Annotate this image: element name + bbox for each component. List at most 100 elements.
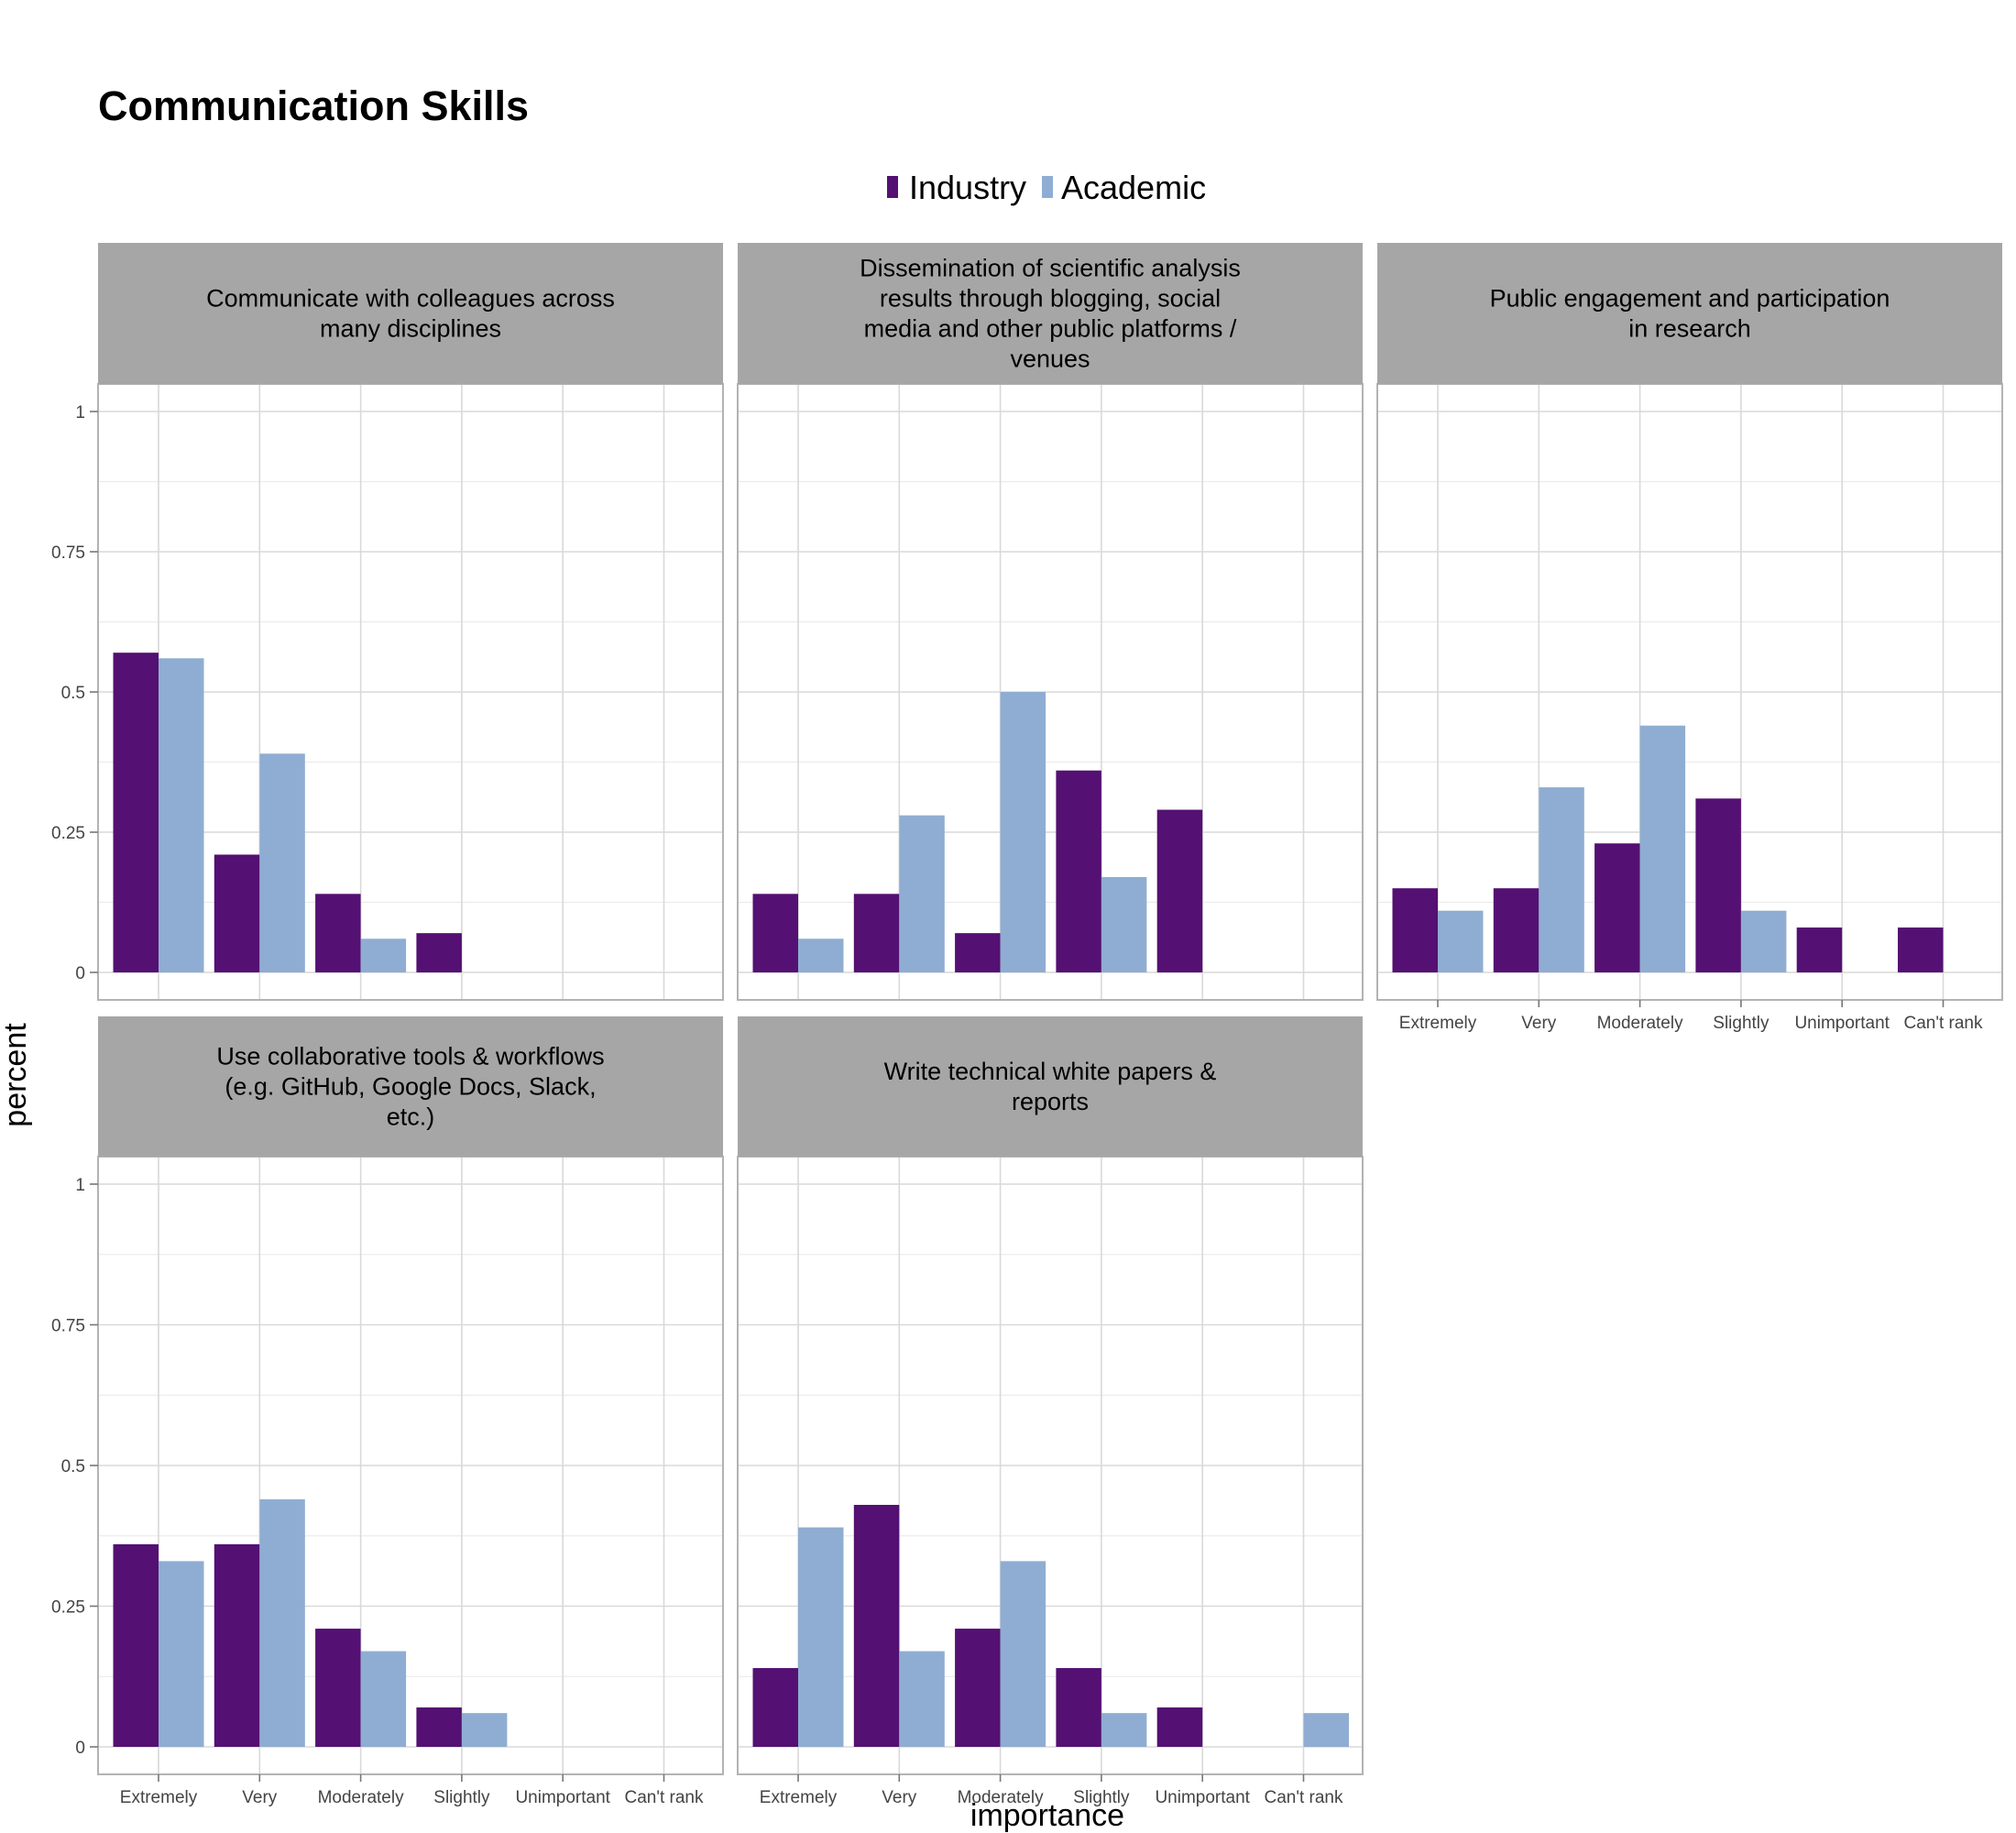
x-tick-label-unimportant: Unimportant	[1794, 1014, 1890, 1033]
strip-label-line: Communicate with colleagues across	[206, 285, 615, 313]
bar-academic-extremely	[1438, 910, 1484, 972]
bar-academic-slightly	[461, 1713, 508, 1747]
bar-academic-moderately	[1000, 1561, 1046, 1747]
y-tick-label: 0	[75, 964, 85, 983]
x-tick-label-very: Very	[242, 1788, 278, 1807]
x-tick-label-extremely: Extremely	[760, 1788, 838, 1807]
strip-background	[738, 1016, 1363, 1157]
bar-industry-moderately	[955, 933, 1001, 972]
x-tick-label-extremely: Extremely	[120, 1788, 198, 1807]
x-tick-label-unimportant: Unimportant	[515, 1788, 610, 1807]
strip-label-line: results through blogging, social	[880, 285, 1221, 313]
bar-academic-very	[899, 1651, 945, 1747]
chart-title: Communication Skills	[98, 82, 529, 129]
bar-industry-extremely	[752, 1668, 798, 1747]
panel-5: Write technical white papers & reports Ext…	[737, 1016, 1364, 1807]
y-tick-label: 0.5	[61, 1457, 85, 1476]
bar-academic-extremely	[798, 1527, 844, 1747]
x-tick-label-slightly: Slightly	[1713, 1014, 1769, 1033]
bar-industry-moderately	[1594, 843, 1640, 972]
x-tick-label-slightly: Slightly	[433, 1788, 490, 1807]
bar-industry-slightly	[416, 1707, 462, 1747]
y-tick-label: 0.75	[51, 1317, 85, 1336]
x-tick-label-moderately: Moderately	[958, 1788, 1044, 1807]
x-tick-label-extremely: Extremely	[1399, 1014, 1477, 1033]
y-tick-label: 0.5	[61, 684, 85, 703]
strip-label-line: venues	[1010, 346, 1090, 373]
bar-industry-slightly	[1695, 798, 1741, 972]
panel-2: Dissemination of scientific analysis resu…	[737, 243, 1364, 1001]
bar-industry-unimportant	[1156, 1707, 1203, 1747]
bar-academic-slightly	[1101, 876, 1147, 972]
bar-academic-extremely	[159, 658, 204, 972]
bar-academic-very	[1539, 787, 1584, 972]
bar-industry-very	[1493, 888, 1539, 972]
bar-academic-slightly	[1740, 910, 1787, 972]
x-tick-label-moderately: Moderately	[318, 1788, 404, 1807]
bar-industry-unimportant	[1156, 809, 1203, 972]
bar-industry-very	[214, 854, 260, 972]
strip-label-line: media and other public platforms /	[864, 315, 1237, 343]
x-tick-label-slightly: Slightly	[1073, 1788, 1130, 1807]
x-tick-label-can-t-rank: Can't rank	[624, 1788, 704, 1807]
x-tick-label-can-t-rank: Can't rank	[1903, 1014, 1983, 1033]
bar-industry-moderately	[315, 1629, 361, 1747]
bar-academic-moderately	[360, 1651, 407, 1747]
strip-label-line: Write technical white papers &	[884, 1058, 1217, 1085]
y-tick-label: 1	[75, 1176, 85, 1195]
y-tick-label: 0	[75, 1739, 85, 1758]
panel-4: Use collaborative tools & workflows (e.g.…	[51, 1016, 724, 1807]
bar-industry-very	[853, 1504, 900, 1747]
bar-academic-moderately	[1639, 725, 1686, 972]
x-tick-label-very: Very	[882, 1788, 917, 1807]
strip-label-line: in research	[1628, 315, 1751, 343]
legend-label-industry: Industry	[909, 169, 1026, 206]
bar-industry-extremely	[752, 894, 798, 972]
strip-label-line: etc.)	[387, 1103, 435, 1131]
bar-academic-can-t-rank	[1303, 1713, 1349, 1747]
x-tick-label-very: Very	[1521, 1014, 1557, 1033]
bar-academic-very	[899, 815, 945, 972]
y-tick-label: 0.25	[51, 1598, 85, 1618]
bar-academic-very	[259, 1498, 305, 1747]
strip-label-line: (e.g. GitHub, Google Docs, Slack,	[225, 1073, 596, 1101]
bar-academic-moderately	[1000, 692, 1046, 972]
bar-industry-extremely	[113, 653, 159, 972]
x-axis-title: importance	[970, 1798, 1124, 1833]
strip-label-line: many disciplines	[320, 315, 501, 343]
bar-industry-moderately	[315, 894, 361, 972]
y-tick-label: 0.75	[51, 543, 85, 563]
bar-industry-can-t-rank	[1898, 927, 1944, 972]
bar-academic-moderately	[360, 938, 407, 972]
bar-industry-moderately	[955, 1629, 1001, 1747]
bar-academic-very	[259, 753, 305, 972]
bar-academic-extremely	[798, 938, 844, 972]
bar-industry-slightly	[416, 933, 462, 972]
bar-industry-extremely	[1392, 888, 1438, 972]
legend-label-academic: Academic	[1061, 169, 1206, 206]
legend-swatch-industry	[887, 176, 898, 198]
bar-industry-slightly	[1056, 770, 1101, 972]
bar-industry-slightly	[1056, 1668, 1101, 1747]
strip-background	[98, 243, 723, 384]
strip-label-line: Public engagement and participation	[1490, 285, 1890, 313]
bar-academic-slightly	[1101, 1713, 1147, 1747]
strip-label-line: reports	[1012, 1088, 1089, 1115]
y-axis-title: percent	[0, 1023, 33, 1127]
strip-label-line: Dissemination of scientific analysis	[860, 255, 1241, 282]
legend: Industry Academic	[887, 169, 1206, 206]
legend-swatch-academic	[1042, 176, 1053, 198]
bar-industry-very	[214, 1543, 260, 1747]
strip-label-line: Use collaborative tools & workflows	[216, 1043, 604, 1070]
bar-industry-unimportant	[1796, 927, 1843, 972]
x-tick-label-unimportant: Unimportant	[1155, 1788, 1250, 1807]
bar-academic-extremely	[159, 1561, 204, 1747]
y-tick-label: 1	[75, 403, 85, 423]
bar-industry-very	[853, 894, 900, 972]
x-tick-label-moderately: Moderately	[1597, 1014, 1683, 1033]
y-tick-label: 0.25	[51, 824, 85, 843]
